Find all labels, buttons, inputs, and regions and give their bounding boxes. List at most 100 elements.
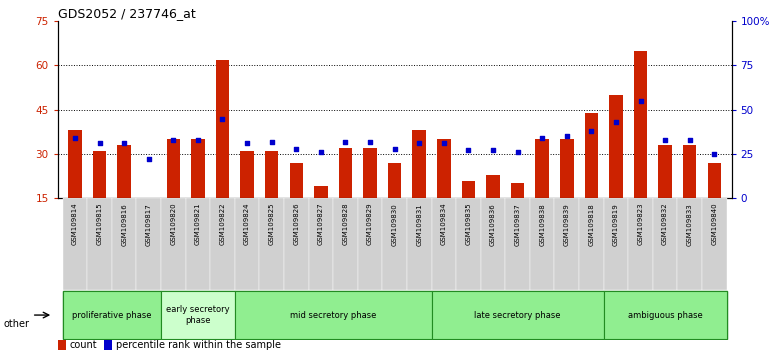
Text: GSM109838: GSM109838: [539, 203, 545, 246]
Bar: [235, 198, 259, 290]
Bar: [511, 183, 524, 198]
Bar: [456, 198, 480, 290]
Bar: [290, 163, 303, 198]
Point: [167, 137, 179, 143]
Bar: [535, 139, 549, 198]
Bar: [702, 198, 727, 290]
Point: [216, 116, 229, 121]
Bar: [259, 198, 284, 290]
Text: GSM109822: GSM109822: [219, 203, 226, 245]
Bar: [265, 151, 279, 198]
Text: GSM109833: GSM109833: [687, 203, 693, 246]
Bar: [166, 139, 180, 198]
Point: [118, 141, 130, 146]
Bar: [634, 51, 648, 198]
Point: [536, 135, 548, 141]
Point: [684, 137, 696, 143]
Text: other: other: [4, 319, 30, 329]
Bar: [191, 139, 205, 198]
Text: GSM109830: GSM109830: [392, 203, 397, 246]
Text: proliferative phase: proliferative phase: [72, 310, 152, 320]
Bar: [407, 198, 431, 290]
Text: GSM109831: GSM109831: [417, 203, 422, 246]
Bar: [431, 291, 604, 339]
Bar: [683, 145, 696, 198]
Text: GSM109837: GSM109837: [514, 203, 521, 246]
Bar: [437, 139, 450, 198]
Bar: [314, 187, 327, 198]
Point: [487, 148, 499, 153]
Bar: [161, 198, 186, 290]
Text: GSM109820: GSM109820: [170, 203, 176, 245]
Bar: [186, 198, 210, 290]
Point: [561, 133, 573, 139]
Point: [708, 151, 721, 157]
Point: [69, 135, 81, 141]
Bar: [136, 198, 161, 290]
Text: GSM109817: GSM109817: [146, 203, 152, 246]
Bar: [584, 113, 598, 198]
Text: GSM109814: GSM109814: [72, 203, 78, 245]
Text: late secretory phase: late secretory phase: [474, 310, 561, 320]
Point: [388, 146, 400, 152]
Point: [585, 128, 598, 134]
Bar: [383, 198, 407, 290]
Point: [462, 148, 474, 153]
Bar: [62, 291, 161, 339]
Point: [659, 137, 671, 143]
Point: [340, 139, 352, 144]
Bar: [480, 198, 505, 290]
Text: early secretory
phase: early secretory phase: [166, 306, 229, 325]
Bar: [58, 340, 66, 350]
Bar: [658, 145, 672, 198]
Point: [364, 139, 377, 144]
Text: ambiguous phase: ambiguous phase: [628, 310, 702, 320]
Bar: [210, 198, 235, 290]
Text: GSM109828: GSM109828: [343, 203, 349, 245]
Bar: [579, 198, 604, 290]
Text: GSM109836: GSM109836: [490, 203, 496, 246]
Bar: [462, 181, 475, 198]
Text: GSM109829: GSM109829: [367, 203, 373, 245]
Text: GSM109816: GSM109816: [121, 203, 127, 246]
Point: [266, 139, 278, 144]
Bar: [554, 198, 579, 290]
Bar: [69, 130, 82, 198]
Bar: [363, 148, 377, 198]
Bar: [413, 130, 426, 198]
Bar: [530, 198, 554, 290]
Point: [192, 137, 204, 143]
Bar: [333, 198, 358, 290]
Text: GSM109827: GSM109827: [318, 203, 324, 245]
Bar: [104, 340, 112, 350]
Bar: [678, 198, 702, 290]
Text: GSM109826: GSM109826: [293, 203, 300, 245]
Text: GSM109824: GSM109824: [244, 203, 250, 245]
Text: GSM109840: GSM109840: [711, 203, 718, 245]
Text: GSM109832: GSM109832: [662, 203, 668, 245]
Point: [315, 149, 327, 155]
Bar: [112, 198, 136, 290]
Bar: [240, 151, 254, 198]
Point: [290, 146, 303, 152]
Text: GSM109823: GSM109823: [638, 203, 644, 245]
Bar: [216, 59, 229, 198]
Bar: [604, 291, 727, 339]
Point: [634, 98, 647, 104]
Bar: [93, 151, 106, 198]
Text: mid secretory phase: mid secretory phase: [290, 310, 377, 320]
Bar: [62, 198, 87, 290]
Bar: [309, 198, 333, 290]
Point: [413, 141, 425, 146]
Bar: [339, 148, 352, 198]
Text: GSM109815: GSM109815: [96, 203, 102, 245]
Bar: [609, 95, 623, 198]
Bar: [235, 291, 431, 339]
Point: [93, 141, 105, 146]
Bar: [117, 145, 131, 198]
Bar: [284, 198, 309, 290]
Bar: [628, 198, 653, 290]
Text: GSM109821: GSM109821: [195, 203, 201, 245]
Text: GSM109825: GSM109825: [269, 203, 275, 245]
Bar: [505, 198, 530, 290]
